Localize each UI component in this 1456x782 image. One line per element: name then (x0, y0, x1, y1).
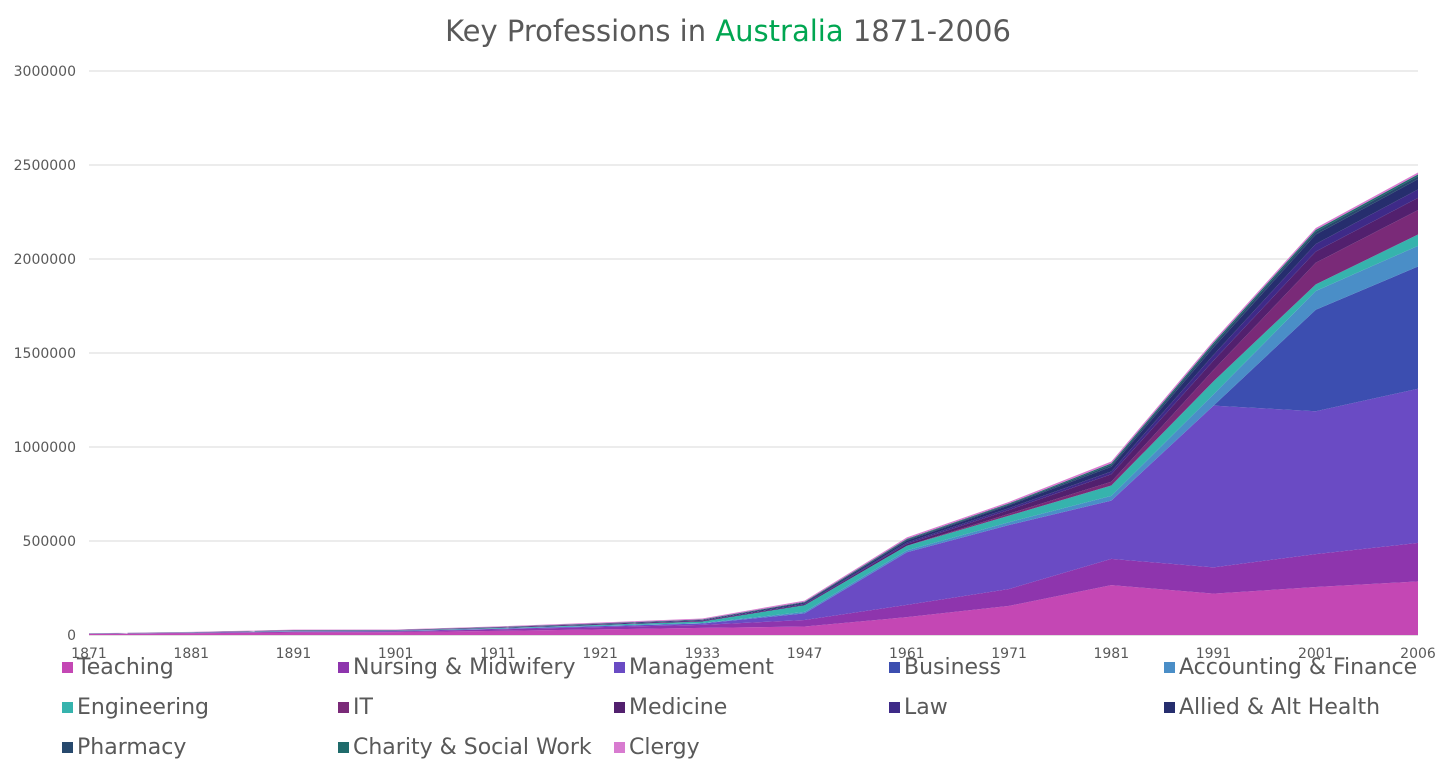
x-tick-label: 1871 (71, 646, 107, 660)
legend-label: Pharmacy (77, 735, 187, 760)
legend-item-business: Business (889, 655, 1001, 680)
legend-item-engineering: Engineering (62, 695, 209, 720)
legend-swatch (614, 702, 625, 713)
x-tick-label: 1933 (685, 646, 721, 660)
legend-label: Engineering (77, 695, 209, 720)
x-tick-label: 1981 (1093, 646, 1129, 660)
legend-label: Accounting & Finance (1179, 655, 1418, 680)
legend-item-it: IT (338, 695, 373, 720)
axis-labels: 0 500000 1000000 1500000 2000000 2500000 30000… (14, 64, 1436, 660)
legend-label: Law (904, 695, 948, 720)
area-nursing-midwifery (89, 542, 1418, 635)
legend-label: Charity & Social Work (353, 735, 592, 760)
x-tick-label: 1911 (480, 646, 516, 660)
legend-label: IT (353, 695, 373, 720)
legend-item-management: Management (614, 655, 774, 680)
chart-title-accent: Australia (715, 14, 844, 48)
x-tick-label: 1991 (1196, 646, 1232, 660)
x-tick-label: 1881 (173, 646, 209, 660)
legend-swatch (889, 662, 900, 673)
x-tick-label: 1961 (889, 646, 925, 660)
legend-label: Clergy (629, 735, 700, 760)
legend-swatch (889, 702, 900, 713)
stacked-area-chart: 0 500000 1000000 1500000 2000000 2500000 30000… (14, 64, 1436, 660)
legend-label: Teaching (77, 655, 174, 680)
legend-swatch (62, 742, 73, 753)
legend-swatch (338, 662, 349, 673)
legend-item-allied-alt-health: Allied & Alt Health (1164, 695, 1380, 720)
x-tick-label: 2006 (1400, 646, 1436, 660)
legend-item-pharmacy: Pharmacy (62, 735, 186, 760)
legend-item-clergy: Clergy (614, 735, 700, 760)
chart-title-part-1: Key Professions in (445, 14, 716, 48)
legend-swatch (338, 702, 349, 713)
y-tick-label: 2500000 (14, 158, 76, 174)
x-tick-label: 1891 (276, 646, 312, 660)
y-tick-label: 1000000 (14, 440, 76, 456)
legend-item-teaching: Teaching (62, 655, 174, 680)
legend-label: Management (629, 655, 774, 680)
legend-swatch (614, 742, 625, 753)
legend-item-law: Law (889, 695, 948, 720)
y-tick-label: 2000000 (14, 252, 76, 268)
legend-label: Nursing & Midwifery (353, 655, 576, 680)
y-tick-label: 3000000 (14, 64, 76, 80)
chart-title-part-3: 1871-2006 (843, 14, 1011, 48)
legend-swatch (62, 662, 73, 673)
x-tick-label: 1921 (582, 646, 618, 660)
y-tick-label: 0 (67, 628, 76, 644)
x-tick-label: 1901 (378, 646, 414, 660)
x-tick-label: 1971 (991, 646, 1027, 660)
legend-swatch (338, 742, 349, 753)
y-tick-label: 500000 (23, 534, 76, 550)
legend-label: Allied & Alt Health (1179, 695, 1381, 720)
area-series-layer (89, 172, 1418, 635)
x-tick-label: 1947 (787, 646, 823, 660)
legend-swatch (614, 662, 625, 673)
chart-title: Key Professions in Australia 1871-2006 (0, 14, 1456, 48)
legend-swatch (62, 702, 73, 713)
legend-label: Medicine (629, 695, 728, 720)
legend-item-medicine: Medicine (614, 695, 727, 720)
area-management (89, 388, 1418, 634)
legend-swatch (1164, 662, 1175, 673)
legend-swatch (1164, 702, 1175, 713)
legend-item-charity-social-work: Charity & Social Work (338, 735, 592, 760)
y-tick-label: 1500000 (14, 346, 76, 362)
legend-label: Business (904, 655, 1002, 680)
area-teaching (89, 581, 1418, 635)
x-tick-label: 2001 (1298, 646, 1334, 660)
legend-item-accounting-finance: Accounting & Finance (1164, 655, 1417, 680)
legend-item-nursing-midwifery: Nursing & Midwifery (338, 655, 576, 680)
